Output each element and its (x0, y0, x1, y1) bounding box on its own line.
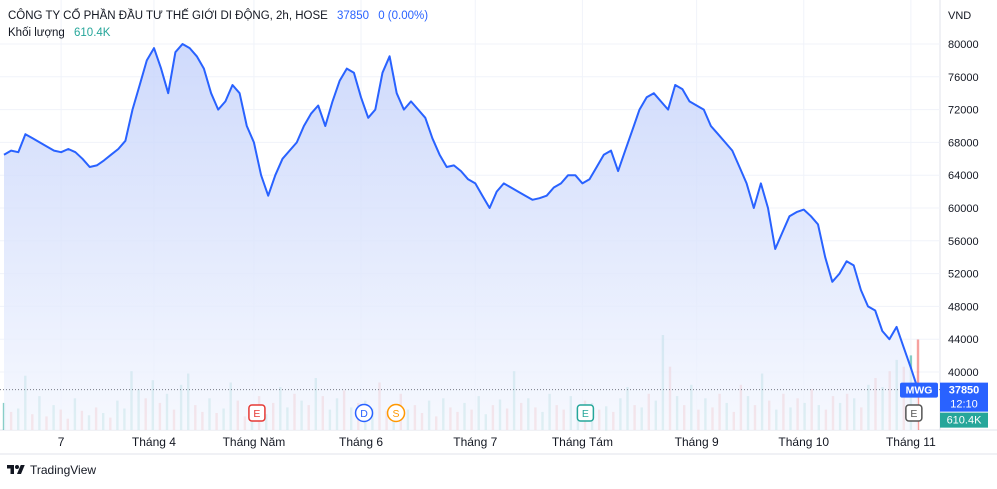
event-marker-s[interactable]: S (386, 403, 406, 423)
time-tick-label: Tháng Tám (552, 435, 613, 449)
event-marker-d[interactable]: D (354, 403, 374, 423)
volume-badge-label: 610.4K (947, 415, 983, 427)
event-marker-shape (576, 404, 595, 422)
event-marker-e[interactable]: E (576, 404, 595, 422)
event-marker-shape (248, 404, 266, 422)
price-tick-label: 80000 (948, 39, 979, 51)
tradingview-brand[interactable]: TradingView (6, 463, 96, 477)
price-axis: 40000 44000 48000 52000 56000 60000 64000 68000… (948, 39, 979, 379)
last-price-badge (940, 382, 988, 412)
price-tick-label: 64000 (948, 170, 979, 182)
tradingview-brand-label: TradingView (30, 463, 97, 477)
symbol-badge-label: MWG (906, 385, 933, 397)
time-tick-label: Tháng 11 (886, 435, 936, 449)
event-marker-letter: E (253, 408, 260, 420)
currency-label: VND (948, 10, 971, 22)
event-marker-shape (354, 403, 374, 423)
price-tick-label: 68000 (948, 137, 979, 149)
event-marker-letter: D (360, 408, 368, 420)
time-tick-label: Tháng Năm (223, 435, 286, 449)
time-tick-label: Tháng 4 (132, 435, 176, 449)
price-tick-label: 76000 (948, 72, 979, 84)
legend-last-price: 37850 (337, 10, 369, 22)
event-marker-e[interactable]: E (248, 404, 266, 422)
price-tick-label: 48000 (948, 301, 979, 313)
price-tick-label: 40000 (948, 367, 979, 379)
time-tick-label: Tháng 7 (453, 435, 497, 449)
price-area-fill (4, 44, 918, 430)
legend-volume-value: 610.4K (74, 27, 111, 39)
chart-legend: CÔNG TY CỔ PHẦN ĐẦU TƯ THẾ GIỚI DI ĐỘNG,… (8, 8, 428, 42)
price-tick-label: 72000 (948, 105, 979, 117)
event-marker-shape (905, 404, 923, 422)
volume-badge (940, 412, 988, 428)
legend-symbol: CÔNG TY CỔ PHẦN ĐẦU TƯ THẾ GIỚI DI ĐỘNG,… (8, 10, 328, 22)
last-price-badge-label: 37850 (949, 385, 980, 397)
price-tick-label: 60000 (948, 203, 979, 215)
price-tick-label: 44000 (948, 334, 979, 346)
time-tick-label: Tháng 6 (339, 435, 383, 449)
symbol-badge (900, 382, 938, 398)
time-axis: 7 Tháng 4 Tháng Năm Tháng 6 Tháng 7 Tháng Tám… (58, 435, 936, 449)
time-tick-label: Tháng 10 (778, 435, 829, 449)
legend-main-row: CÔNG TY CỔ PHẦN ĐẦU TƯ THẾ GIỚI DI ĐỘNG,… (8, 8, 428, 25)
legend-change: 0 (0.00%) (378, 10, 429, 22)
countdown-label: 12:10 (950, 399, 978, 411)
time-tick-label: 7 (58, 435, 65, 449)
legend-volume-label: Khối lượng (8, 27, 65, 39)
legend-volume-row: Khối lượng 610.4K (8, 25, 428, 42)
event-marker-letter: E (910, 408, 917, 420)
price-area (0, 43, 940, 430)
event-marker-letter: E (582, 408, 589, 420)
time-tick-label: Tháng 9 (675, 435, 719, 449)
price-tick-label: 56000 (948, 236, 979, 248)
event-marker-e[interactable]: E (905, 404, 923, 422)
price-badges: MWG 37850 12:10 610.4K (900, 382, 988, 428)
price-line (3, 43, 919, 390)
event-marker-letter: S (393, 408, 400, 420)
event-marker-shape (386, 403, 406, 423)
price-tick-label: 52000 (948, 269, 979, 281)
tradingview-logo-icon (7, 465, 25, 474)
